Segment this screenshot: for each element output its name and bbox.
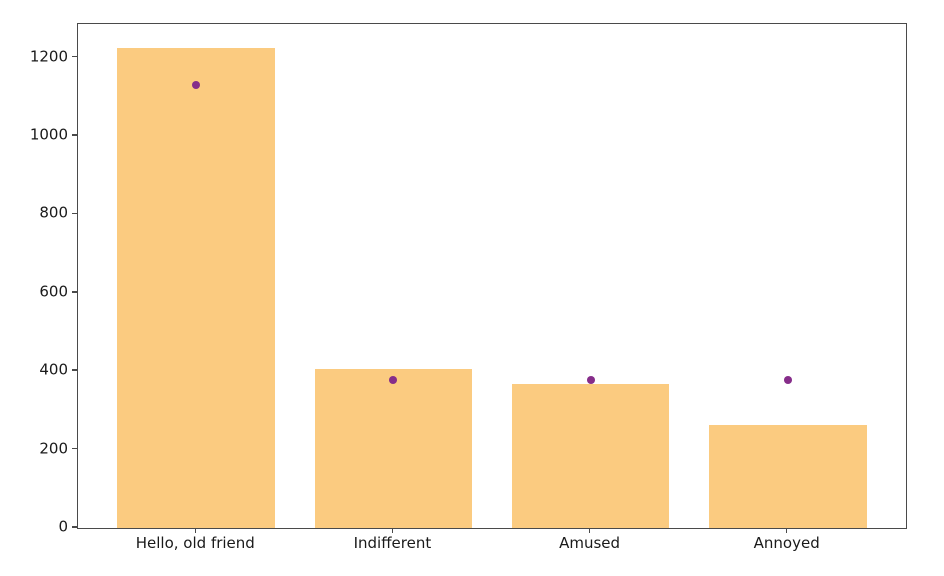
bar-1 <box>117 47 276 528</box>
y-tick-label: 0 <box>58 517 68 536</box>
x-tick-label: Annoyed <box>753 534 820 552</box>
scatter-dot-3 <box>586 375 595 384</box>
y-tick-mark <box>72 212 77 215</box>
y-tick-label: 1000 <box>29 125 68 144</box>
bar-4 <box>708 425 867 528</box>
y-tick-label: 800 <box>39 203 68 222</box>
y-tick-label: 1200 <box>29 47 68 66</box>
x-tick-label: Indifferent <box>353 534 432 552</box>
bar-3 <box>511 384 670 528</box>
scatter-dot-4 <box>783 375 792 384</box>
x-tick-label: Amused <box>559 534 621 552</box>
y-tick-label: 600 <box>39 282 68 301</box>
x-tick-label: Hello, old friend <box>135 534 255 552</box>
y-tick-mark <box>72 291 77 293</box>
y-tick-mark <box>72 447 77 450</box>
x-tick-mark <box>785 528 788 533</box>
scatter-dot-2 <box>389 375 398 384</box>
bar-2 <box>314 369 473 528</box>
y-tick-label: 200 <box>39 439 68 458</box>
y-tick-mark <box>72 134 77 136</box>
y-tick-label: 400 <box>39 360 68 379</box>
x-tick-mark <box>588 528 591 533</box>
plot-area <box>77 23 907 529</box>
x-tick-mark <box>194 528 197 533</box>
y-tick-mark <box>72 526 77 528</box>
x-tick-mark <box>391 528 394 533</box>
scatter-dot-1 <box>192 81 201 90</box>
y-tick-mark <box>72 369 77 371</box>
y-tick-mark <box>72 55 77 58</box>
